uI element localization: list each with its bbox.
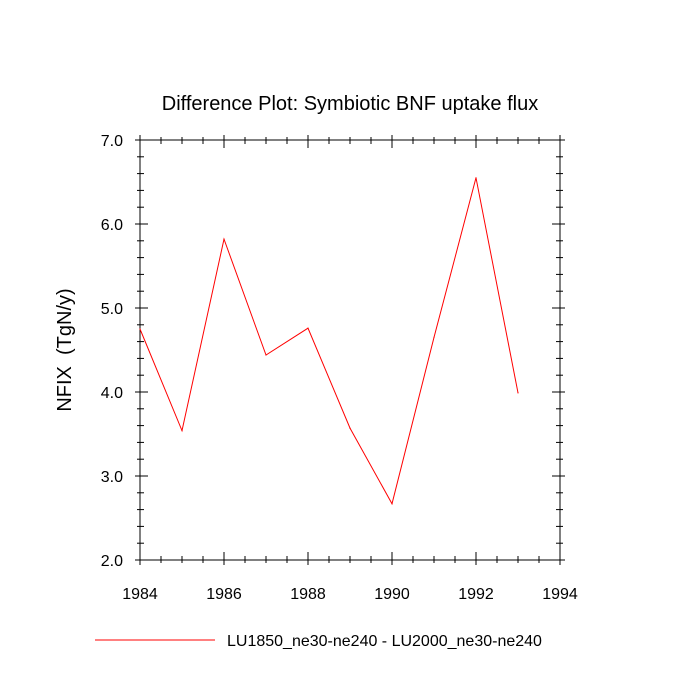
y-tick-label: 4.0 [101,385,123,402]
legend: LU1850_ne30-ne240 - LU2000_ne30-ne240 [95,633,542,650]
y-tick-labels: 2.0 3.0 4.0 5.0 6.0 7.0 [101,133,123,570]
data-point [433,336,435,338]
series-layer [139,177,519,506]
data-point [265,354,267,356]
data-point [181,430,183,432]
series-line [139,177,519,506]
data-point [223,238,225,240]
x-tick-label: 1994 [542,586,578,603]
data-point [391,503,393,505]
y-tick-label: 5.0 [101,301,123,318]
data-point [349,427,351,429]
minor-ticks [137,137,563,563]
x-tick-label: 1988 [290,586,326,603]
x-tick-labels: 1984 1986 1988 1990 1992 1994 [122,586,578,603]
y-tick-label: 6.0 [101,217,123,234]
y-axis-label: NFIX (TgN/y) [54,288,76,411]
data-point [139,328,141,330]
data-point [517,392,519,394]
data-point [475,177,477,179]
x-tick-label: 1990 [374,586,410,603]
y-tick-label: 7.0 [101,133,123,150]
y-tick-label: 3.0 [101,469,123,486]
legend-label: LU1850_ne30-ne240 - LU2000_ne30-ne240 [227,633,542,650]
chart-title: Difference Plot: Symbiotic BNF uptake fl… [162,93,538,115]
x-tick-label: 1984 [122,586,158,603]
y-tick-label: 2.0 [101,553,123,570]
x-tick-label: 1986 [206,586,242,603]
plot-frame [139,139,561,561]
data-point [307,327,309,329]
x-tick-label: 1992 [458,586,494,603]
